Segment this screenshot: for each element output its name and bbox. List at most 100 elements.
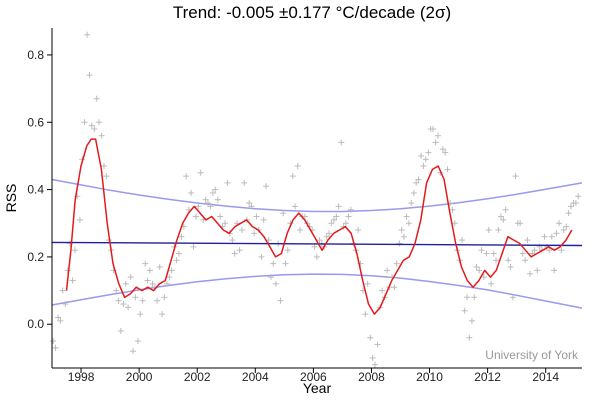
- data-point: [50, 338, 57, 345]
- data-point: [209, 189, 216, 196]
- data-point: [534, 267, 541, 274]
- data-point: [217, 213, 224, 220]
- data-point: [69, 277, 76, 284]
- x-tick-label: 2000: [126, 370, 153, 384]
- data-point: [488, 280, 495, 287]
- data-point: [505, 257, 512, 264]
- data-point: [115, 297, 122, 304]
- data-point: [522, 257, 529, 264]
- data-point: [493, 257, 500, 264]
- data-point: [258, 253, 265, 260]
- data-point: [466, 334, 473, 341]
- y-tick-label: 0.2: [27, 250, 44, 264]
- x-tick-label: 2002: [184, 370, 211, 384]
- x-tick-label: 2008: [358, 370, 385, 384]
- data-point: [461, 307, 468, 314]
- data-point: [517, 220, 524, 227]
- trend-line-group: [51, 241, 583, 247]
- data-point: [241, 179, 248, 186]
- data-point: [551, 267, 558, 274]
- data-point: [260, 216, 267, 223]
- data-point: [202, 196, 209, 203]
- data-point: [430, 125, 437, 132]
- data-point: [62, 301, 69, 308]
- x-tick-label: 2010: [416, 370, 443, 384]
- data-point: [159, 311, 166, 318]
- plot-background: [52, 28, 582, 368]
- data-point: [567, 203, 574, 210]
- data-point: [507, 264, 514, 271]
- data-point: [222, 220, 229, 227]
- data-point: [292, 203, 299, 210]
- x-axis-label: Year: [303, 380, 332, 396]
- y-tick-label: 0.4: [27, 183, 44, 197]
- data-point: [139, 297, 146, 304]
- y-tick-label: 0.0: [27, 317, 44, 331]
- data-point: [130, 348, 137, 355]
- data-point: [369, 354, 376, 361]
- data-point: [188, 189, 195, 196]
- data-point: [408, 200, 415, 207]
- data-point: [251, 230, 258, 237]
- data-point: [572, 200, 579, 207]
- data-point: [134, 338, 141, 345]
- data-point: [57, 317, 64, 324]
- data-point: [553, 230, 560, 237]
- data-point: [330, 216, 337, 223]
- data-point: [391, 284, 398, 291]
- confidence-band-lines: [51, 178, 583, 309]
- y-axis-label: RSS: [3, 184, 19, 213]
- data-point: [297, 226, 304, 233]
- upper-confidence-line: [51, 178, 583, 213]
- data-point: [548, 233, 555, 240]
- x-tick-label: 2012: [474, 370, 501, 384]
- smoothed-line-group: [65, 138, 573, 315]
- data-point: [52, 344, 59, 351]
- data-point: [367, 334, 374, 341]
- data-point: [459, 237, 466, 244]
- data-point: [478, 247, 485, 254]
- data-point: [282, 260, 289, 267]
- chart-title: Trend: -0.005 ±0.177 °C/decade (2σ): [173, 3, 451, 22]
- data-point: [509, 294, 516, 301]
- data-point: [301, 213, 308, 220]
- smoothed-line: [65, 138, 573, 315]
- data-point: [284, 247, 291, 254]
- data-point: [103, 173, 110, 180]
- data-point: [524, 237, 531, 244]
- data-point: [311, 243, 318, 250]
- data-point: [333, 213, 340, 220]
- x-ticks: 1998 2000 2002 2004 2006 2008 2010 2012 2014: [68, 368, 559, 384]
- data-point: [495, 226, 502, 233]
- data-point: [326, 230, 333, 237]
- data-point: [117, 327, 124, 334]
- data-point: [519, 250, 526, 257]
- data-point: [476, 267, 483, 274]
- data-point: [175, 250, 182, 257]
- data-point: [193, 213, 200, 220]
- data-point: [207, 203, 214, 210]
- data-point: [425, 149, 432, 156]
- data-point: [236, 247, 243, 254]
- data-point: [490, 250, 497, 257]
- data-point: [328, 220, 335, 227]
- data-point: [420, 163, 427, 170]
- x-tick-label: 2004: [242, 370, 269, 384]
- data-point: [91, 125, 98, 132]
- data-point: [335, 203, 342, 210]
- data-point: [364, 280, 371, 287]
- data-point: [164, 280, 171, 287]
- data-point: [379, 287, 386, 294]
- data-point: [59, 287, 66, 294]
- data-point: [449, 206, 456, 213]
- data-point: [468, 317, 475, 324]
- data-point: [113, 287, 120, 294]
- data-point: [120, 301, 127, 308]
- data-point: [93, 95, 100, 102]
- data-point: [294, 163, 301, 170]
- data-point: [86, 72, 93, 79]
- data-point: [546, 247, 553, 254]
- data-point: [146, 267, 153, 274]
- data-point: [405, 220, 412, 227]
- data-point: [374, 341, 381, 348]
